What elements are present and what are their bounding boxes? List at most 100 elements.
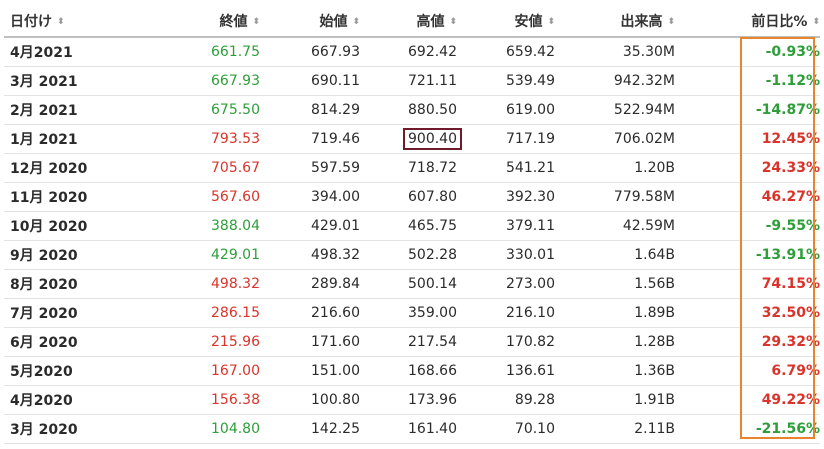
cell-high: 161.40 [360, 414, 457, 444]
header-volume[interactable]: 出来高 ⬍ [555, 6, 675, 38]
cell-volume: 1.20B [555, 153, 675, 183]
sort-icon: ⬍ [352, 17, 360, 27]
cell-volume: 706.02M [555, 124, 675, 154]
cell-high: 465.75 [360, 211, 457, 241]
cell-low: 216.10 [457, 298, 555, 328]
cell-low: 273.00 [457, 269, 555, 299]
cell-change: 49.22% [675, 385, 820, 415]
cell-volume: 1.56B [555, 269, 675, 299]
sort-icon: ⬍ [667, 17, 675, 27]
cell-date: 7月 2020 [4, 298, 132, 328]
cell-high: 173.96 [360, 385, 457, 415]
cell-high: 721.11 [360, 66, 457, 96]
cell-date: 1月 2021 [4, 124, 132, 154]
cell-change: 46.27% [675, 182, 820, 212]
cell-volume: 35.30M [555, 37, 675, 67]
table-row: 3月 2021 667.93 690.11 721.11 539.49 942.32M -1… [4, 66, 820, 96]
cell-close: 675.50 [132, 95, 260, 125]
header-low[interactable]: 安値 ⬍ [457, 6, 555, 38]
cell-high: 502.28 [360, 240, 457, 270]
table-row: 1月 2021 793.53 719.46 900.40 717.19 706.02M 12… [4, 124, 820, 154]
cell-date: 4月2020 [4, 385, 132, 415]
table-row: 3月 2020 104.80 142.25 161.40 70.10 2.11B -21.5… [4, 414, 820, 444]
cell-close: 793.53 [132, 124, 260, 154]
header-close-label: 終値 [219, 14, 248, 30]
header-change-label: 前日比% [751, 14, 808, 30]
cell-change: -14.87% [675, 95, 820, 125]
sort-icon: ⬍ [252, 17, 260, 27]
cell-date: 2月 2021 [4, 95, 132, 125]
cell-open: 690.11 [260, 66, 360, 96]
cell-close: 667.93 [132, 66, 260, 96]
sort-icon: ⬍ [812, 17, 820, 27]
table-row: 12月 2020 705.67 597.59 718.72 541.21 1.20B 24.… [4, 153, 820, 183]
cell-high: 359.00 [360, 298, 457, 328]
header-open-label: 始値 [319, 14, 348, 30]
cell-close: 388.04 [132, 211, 260, 241]
cell-close: 661.75 [132, 37, 260, 67]
cell-high: 692.42 [360, 37, 457, 67]
cell-date: 12月 2020 [4, 153, 132, 183]
cell-close: 104.80 [132, 414, 260, 444]
cell-volume: 1.36B [555, 356, 675, 386]
cell-high: 217.54 [360, 327, 457, 357]
cell-date: 6月 2020 [4, 327, 132, 357]
header-date[interactable]: 日付け ⬍ [4, 6, 132, 38]
cell-high: 900.40 [360, 124, 462, 154]
cell-close: 429.01 [132, 240, 260, 270]
header-high-label: 高値 [416, 14, 445, 30]
header-change[interactable]: 前日比% ⬍ [675, 6, 820, 38]
cell-change: -13.91% [675, 240, 820, 270]
cell-volume: 1.89B [555, 298, 675, 328]
cell-change: 32.50% [675, 298, 820, 328]
cell-volume: 942.32M [555, 66, 675, 96]
table-row: 11月 2020 567.60 394.00 607.80 392.30 779.58M 4… [4, 182, 820, 212]
cell-open: 814.29 [260, 95, 360, 125]
sort-icon: ⬍ [449, 17, 457, 27]
cell-high: 607.80 [360, 182, 457, 212]
table-row: 8月 2020 498.32 289.84 500.14 273.00 1.56B 74.1… [4, 269, 820, 299]
cell-change: -21.56% [675, 414, 820, 444]
cell-open: 667.93 [260, 37, 360, 67]
cell-high: 880.50 [360, 95, 457, 125]
cell-low: 392.30 [457, 182, 555, 212]
cell-change: -9.55% [675, 211, 820, 241]
cell-volume: 1.64B [555, 240, 675, 270]
cell-high: 718.72 [360, 153, 457, 183]
cell-date: 8月 2020 [4, 269, 132, 299]
cell-close: 156.38 [132, 385, 260, 415]
cell-date: 3月 2020 [4, 414, 132, 444]
sort-icon: ⬍ [57, 17, 65, 27]
table-row: 10月 2020 388.04 429.01 465.75 379.11 42.59M -9… [4, 211, 820, 241]
table-row: 7月 2020 286.15 216.60 359.00 216.10 1.89B 32.5… [4, 298, 820, 328]
cell-open: 429.01 [260, 211, 360, 241]
cell-low: 379.11 [457, 211, 555, 241]
cell-change: 74.15% [675, 269, 820, 299]
cell-high: 500.14 [360, 269, 457, 299]
table-row: 4月2021 661.75 667.93 692.42 659.42 35.30M -0.9… [4, 37, 820, 67]
cell-open: 597.59 [260, 153, 360, 183]
cell-low: 136.61 [457, 356, 555, 386]
cell-low: 89.28 [457, 385, 555, 415]
cell-open: 151.00 [260, 356, 360, 386]
header-volume-label: 出来高 [620, 14, 663, 30]
table-row: 9月 2020 429.01 498.32 502.28 330.01 1.64B -13.… [4, 240, 820, 270]
table-header-row: 日付け ⬍ 終値 ⬍ 始値 ⬍ 高値 ⬍ 安値 ⬍ 出来高 ⬍ 前日比% ⬍ [4, 6, 820, 38]
cell-close: 167.00 [132, 356, 260, 386]
table-body: 4月2021 661.75 667.93 692.42 659.42 35.30M -0.9… [4, 37, 820, 444]
cell-volume: 779.58M [555, 182, 675, 212]
header-open[interactable]: 始値 ⬍ [260, 6, 360, 38]
cell-low: 717.19 [457, 124, 555, 154]
cell-date: 4月2021 [4, 37, 132, 67]
cell-close: 498.32 [132, 269, 260, 299]
table-row: 4月2020 156.38 100.80 173.96 89.28 1.91B 49.22% [4, 385, 820, 415]
cell-change: 24.33% [675, 153, 820, 183]
header-high[interactable]: 高値 ⬍ [360, 6, 457, 38]
cell-low: 70.10 [457, 414, 555, 444]
cell-high: 168.66 [360, 356, 457, 386]
header-close[interactable]: 終値 ⬍ [132, 6, 260, 38]
cell-volume: 1.28B [555, 327, 675, 357]
highlighted-high-value: 900.40 [403, 128, 462, 150]
cell-date: 3月 2021 [4, 66, 132, 96]
header-low-label: 安値 [514, 14, 543, 30]
